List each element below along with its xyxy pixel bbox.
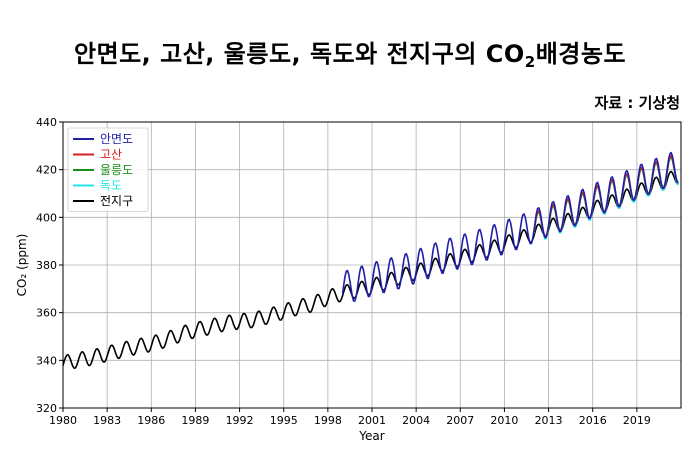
chart-title: 안면도, 고산, 울릉도, 독도와 전지구의 CO2배경농도 — [0, 34, 700, 71]
x-tick-label: 1986 — [137, 414, 165, 427]
grid — [62, 122, 681, 408]
series-line-0 — [341, 151, 679, 302]
chart-title-end: 배경농도 — [535, 40, 627, 68]
x-tick-label: 2016 — [579, 414, 607, 427]
x-axis-label: Year — [358, 429, 384, 443]
y-tick-label: 440 — [36, 116, 57, 129]
x-tick-label: 1992 — [226, 414, 254, 427]
series-lines — [62, 151, 679, 369]
legend-label: 고산 — [100, 148, 122, 162]
series-line-2 — [533, 156, 679, 238]
series-line-1 — [533, 154, 679, 238]
x-tick-label: 1998 — [314, 414, 342, 427]
x-tick-label: 2007 — [446, 414, 474, 427]
x-tick-label: 2013 — [535, 414, 563, 427]
tick-labels: 1980 1983 1986 1989 1992 1995 1998 2001 2004 2007… — [36, 116, 651, 427]
y-tick-label: 340 — [36, 354, 57, 367]
x-tick-label: 2001 — [358, 414, 386, 427]
legend-box — [67, 127, 149, 212]
y-tick-label: 360 — [36, 307, 57, 320]
y-tick-label: 420 — [36, 164, 57, 177]
source-note: 자료 : 기상청 — [594, 94, 680, 112]
chart-title-main: 안면도, 고산, 울릉도, 독도와 전지구의 CO — [73, 40, 525, 68]
legend-label: 전지구 — [100, 194, 133, 208]
chart-title-subscript: 2 — [524, 53, 536, 71]
legend-label: 울릉도 — [100, 163, 133, 177]
y-axis-label: CO₂ (ppm) — [15, 234, 29, 297]
x-tick-label: 1995 — [270, 414, 298, 427]
x-tick-label: 2004 — [402, 414, 430, 427]
y-tick-label: 320 — [36, 402, 57, 415]
legend-label: 독도 — [100, 179, 122, 193]
x-tick-label: 1989 — [181, 414, 209, 427]
legend-label: 안면도 — [100, 132, 133, 146]
y-tick-label: 400 — [36, 211, 57, 224]
series-line-3 — [533, 156, 679, 240]
x-tick-label: 1980 — [49, 414, 77, 427]
y-tick-label: 380 — [36, 259, 57, 272]
x-tick-label: 2010 — [490, 414, 518, 427]
x-tick-label: 2019 — [623, 414, 651, 427]
x-tick-label: 1983 — [93, 414, 121, 427]
